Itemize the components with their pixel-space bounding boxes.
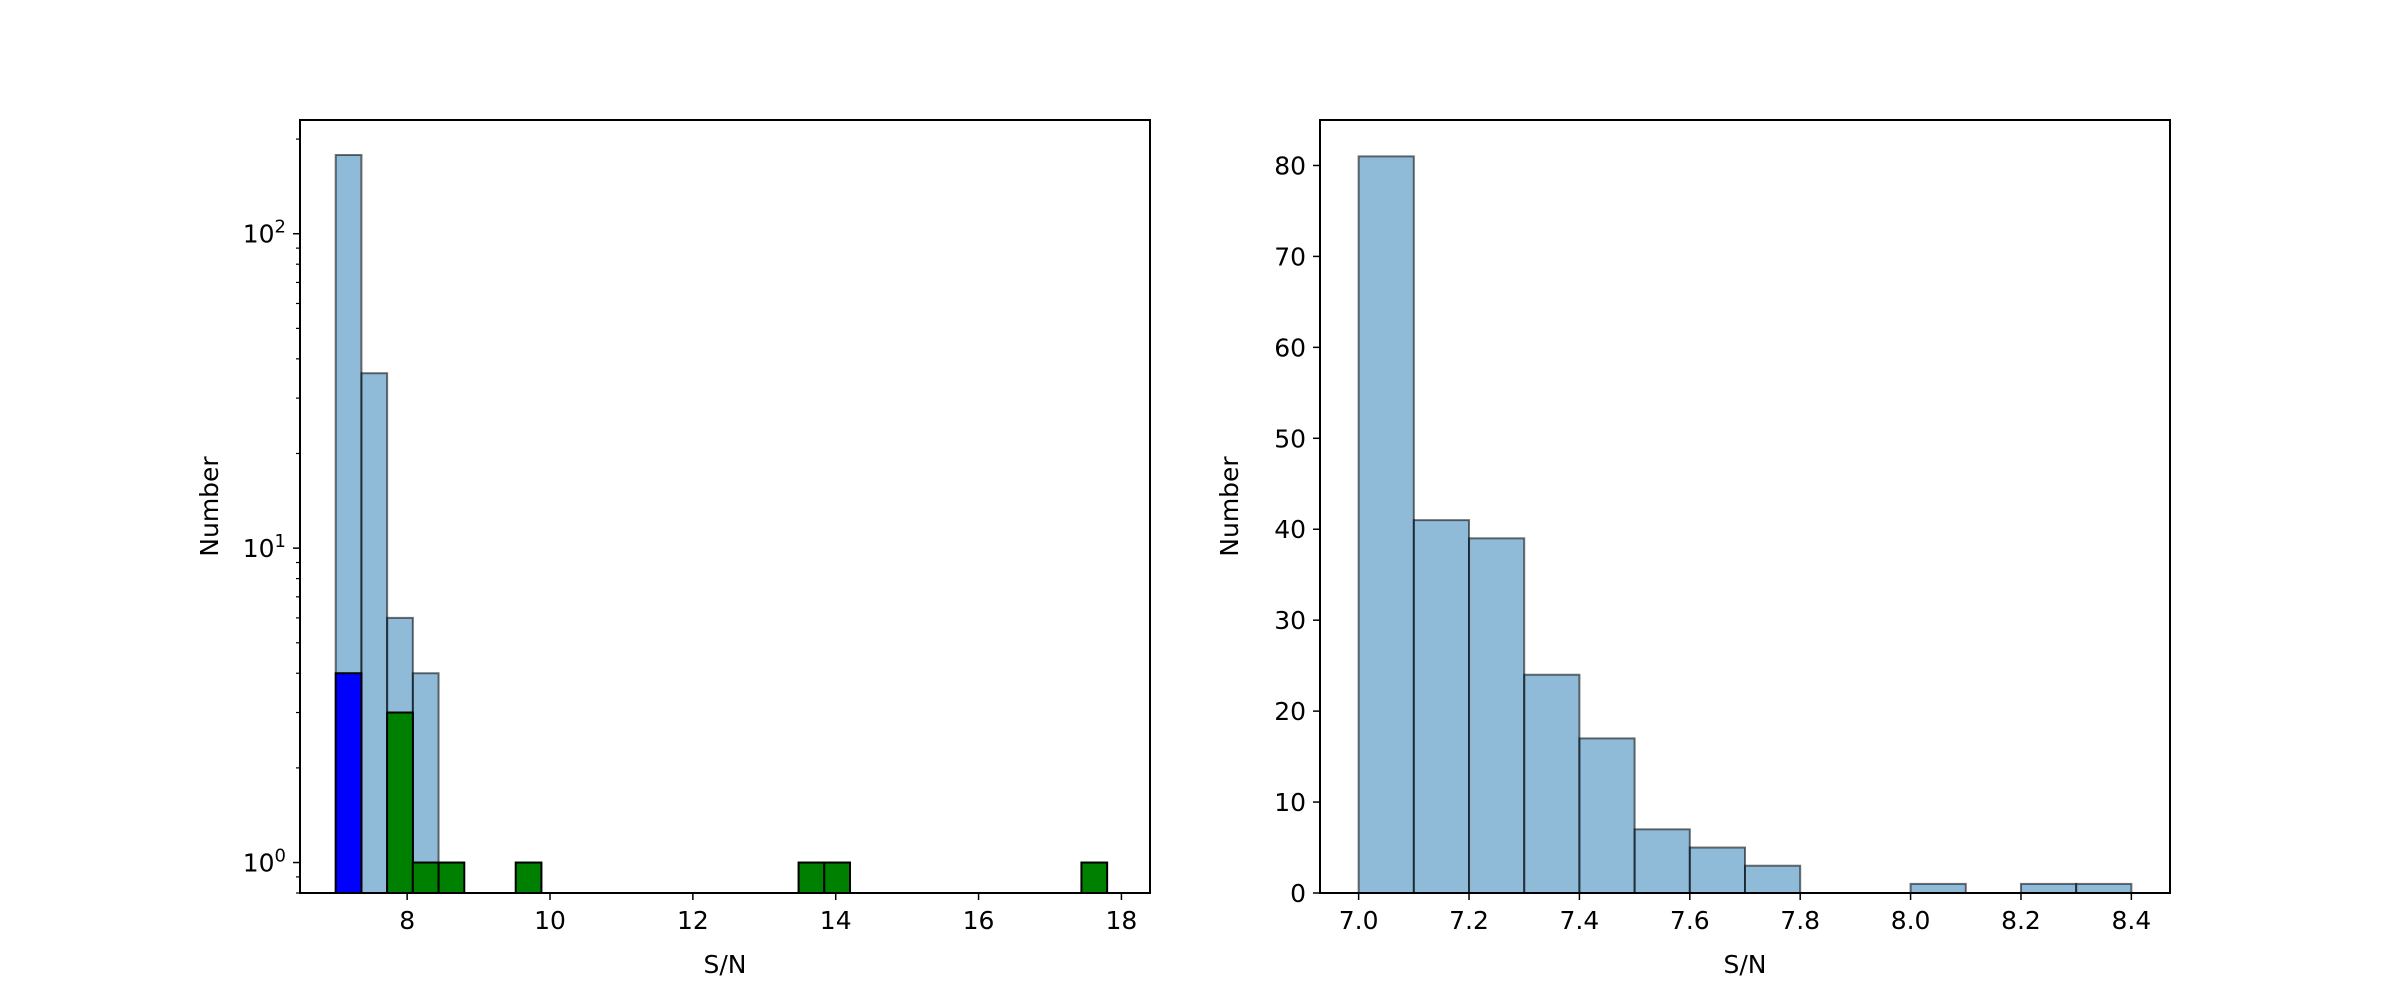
- right-x-tick-label-4: 7.8: [1780, 906, 1820, 935]
- right-bar-series0-bin0: [1357, 155, 1415, 894]
- right-y-axis-label: Number: [1215, 456, 1244, 557]
- left-x-tick-label-4: 16: [963, 906, 995, 935]
- right-x-axis-label: S/N: [1724, 950, 1767, 979]
- right-y-tick-label-7: 70: [1274, 242, 1306, 271]
- right-x-tick-label-7: 8.4: [2111, 906, 2151, 935]
- right-bar-series0-bin4: [1578, 737, 1636, 895]
- left-bar-series0-bin1: [360, 372, 389, 894]
- right-x-tick-label-2: 7.4: [1560, 906, 1600, 935]
- right-x-axis-ticks: 7.0 7.2 7.4 7.6 7.8 8.0 8.2 8.4: [1339, 893, 2151, 935]
- left-bar-series2-bin1: [411, 861, 440, 894]
- right-bar-series0-bin1: [1412, 519, 1471, 894]
- left-y-tick-label-0: 100: [243, 846, 286, 878]
- left-x-tick-label-2: 12: [677, 906, 709, 935]
- left-histogram-bars: [334, 153, 1109, 895]
- right-bar-series0-bin12: [2019, 882, 2078, 895]
- right-x-tick-label-1: 7.2: [1449, 906, 1489, 935]
- left-bar-series2-bin0: [386, 711, 414, 894]
- right-y-tick-label-6: 60: [1274, 333, 1306, 362]
- right-y-tick-label-4: 40: [1274, 515, 1306, 544]
- left-bar-series1-bin0: [334, 672, 363, 894]
- left-x-tick-label-3: 14: [820, 906, 852, 935]
- right-axes-frame: [1319, 119, 2171, 894]
- left-x-tick-label-5: 18: [1106, 906, 1138, 935]
- left-x-tick-label-1: 10: [534, 906, 566, 935]
- right-histogram-panel: 7.0 7.2 7.4 7.6 7.8 8.0 8.2 8.4 0 10 20 30 40 50 60 70…: [1215, 119, 2171, 979]
- left-y-tick-label-1: 101: [243, 531, 286, 563]
- right-bar-series0-bin2: [1468, 537, 1526, 894]
- right-bar-series0-bin7: [1744, 864, 1802, 895]
- right-y-tick-label-3: 30: [1274, 606, 1306, 635]
- right-bar-series0-bin13: [2075, 882, 2133, 895]
- right-bar-series0-bin10: [1909, 882, 1967, 895]
- right-histogram-bars: [1357, 155, 2133, 895]
- right-y-tick-label-0: 0: [1290, 879, 1306, 908]
- right-x-tick-label-6: 8.2: [2001, 906, 2041, 935]
- left-bar-series2-bin3: [514, 861, 543, 894]
- right-y-tick-label-2: 20: [1274, 697, 1306, 726]
- right-x-tick-label-3: 7.6: [1670, 906, 1710, 935]
- right-bar-series0-bin3: [1523, 673, 1581, 894]
- left-bar-series2-bin4: [797, 861, 826, 894]
- right-y-axis-ticks: 0 10 20 30 40 50 60 70 80: [1274, 151, 1320, 908]
- left-bar-series0-bin3: [411, 672, 440, 894]
- left-y-axis-ticks: 100 101 102: [243, 138, 300, 894]
- left-x-tick-label-0: 8: [399, 906, 415, 935]
- left-x-axis-label: S/N: [704, 950, 747, 979]
- left-bar-series2-bin5: [823, 861, 851, 894]
- left-x-axis-ticks: 8 10 12 14 16 18: [399, 893, 1137, 935]
- left-bar-series2-bin2: [437, 861, 466, 894]
- right-y-tick-label-1: 10: [1274, 788, 1306, 817]
- right-bar-series0-bin6: [1688, 846, 1746, 895]
- right-y-tick-label-8: 80: [1274, 151, 1306, 180]
- right-x-tick-label-5: 8.0: [1891, 906, 1931, 935]
- right-x-tick-label-0: 7.0: [1339, 906, 1379, 935]
- right-bar-series0-bin5: [1633, 828, 1691, 895]
- left-histogram-panel: 8 10 12 14 16 18 100 101 102 S/N Number: [195, 119, 1151, 979]
- left-y-axis-label: Number: [195, 456, 224, 557]
- left-axes-frame: [299, 119, 1151, 894]
- left-bar-series2-bin6: [1080, 861, 1109, 894]
- left-y-tick-label-2: 102: [243, 217, 286, 249]
- right-y-tick-label-5: 50: [1274, 424, 1306, 453]
